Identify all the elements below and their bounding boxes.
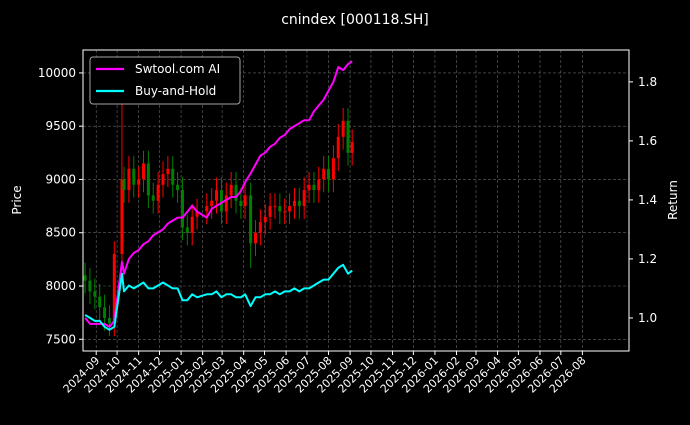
candle-body: [83, 275, 87, 281]
candle-body: [195, 211, 199, 217]
y-right-tick-label: 1.8: [638, 75, 657, 89]
candle-body: [205, 206, 209, 212]
candle-body: [312, 184, 316, 191]
candle-body: [219, 190, 223, 212]
candle-body: [210, 200, 214, 207]
candle-body: [341, 120, 345, 137]
legend-box: [89, 56, 241, 105]
buy-and-hold-line: [84, 263, 353, 331]
chart-title: cnindex [000118.SH]: [281, 12, 429, 28]
legend-label-ai: Swtool.com AI: [135, 62, 220, 76]
candle-body: [297, 200, 301, 207]
candle-body: [317, 179, 321, 191]
y-left-tick-label: 8500: [45, 226, 76, 240]
candle-body: [307, 184, 311, 191]
candle-body: [331, 158, 335, 180]
candle-body: [132, 168, 136, 185]
y-axis-right-label: Return: [666, 180, 680, 220]
y-left-tick-label: 7500: [45, 332, 76, 346]
candle-body: [249, 195, 253, 244]
candle-body: [253, 232, 257, 244]
y-left-tick-label: 9000: [45, 172, 76, 186]
candle-body: [161, 174, 165, 185]
candle-body: [93, 291, 97, 297]
candle-body: [283, 211, 287, 213]
candle-body: [350, 142, 354, 153]
candle-body: [176, 184, 180, 191]
candle-body: [180, 190, 184, 228]
y-left-tick-label: 8000: [45, 279, 76, 293]
candle-body: [239, 200, 243, 207]
candle-body: [288, 206, 292, 212]
candle-body: [268, 206, 272, 217]
return-lines: [84, 60, 353, 331]
candle-body: [258, 222, 262, 233]
candle-body: [142, 163, 146, 180]
y-right-tick-label: 1.0: [638, 311, 657, 325]
candle-body: [137, 179, 141, 185]
candle-body: [215, 190, 219, 201]
candle-body: [243, 195, 247, 207]
y-left-tick-label: 9500: [45, 119, 76, 133]
candle-body: [151, 195, 155, 201]
candle-body: [107, 317, 111, 324]
candle-body: [322, 168, 326, 180]
candle-body: [146, 163, 150, 196]
swtool-ai-line: [84, 60, 353, 328]
candlesticks: [83, 83, 354, 337]
candle-body: [292, 200, 296, 207]
candle-body: [171, 168, 175, 185]
candle-body: [273, 206, 277, 208]
candle-body: [103, 307, 107, 318]
candle-body: [185, 227, 189, 233]
y-axis-left-label: Price: [10, 185, 24, 214]
candle-body: [156, 184, 160, 201]
y-axis-right: 1.0 1.2 1.4 1.6 1.8: [629, 75, 657, 325]
candle-body: [120, 179, 124, 255]
legend: Swtool.com AI Buy-and-Hold: [89, 56, 241, 105]
candle-body: [190, 216, 194, 233]
candle-body: [229, 184, 233, 196]
y-right-tick-label: 1.4: [638, 193, 657, 207]
y-left-tick-label: 10000: [38, 66, 76, 80]
legend-label-buy-hold: Buy-and-Hold: [135, 84, 216, 98]
candle-body: [234, 184, 238, 201]
candle-body: [112, 254, 116, 324]
plot-frame: [82, 49, 630, 352]
candle-body: [127, 168, 131, 191]
candle-body: [336, 136, 340, 159]
y-axis-left: 7500 8000 8500 9000 9500 10000: [38, 66, 83, 346]
y-right-tick-label: 1.6: [638, 134, 657, 148]
y-right-tick-label: 1.2: [638, 252, 657, 266]
candle-body: [166, 168, 170, 175]
candle-body: [122, 179, 126, 191]
candle-body: [263, 216, 267, 223]
candle-body: [98, 296, 102, 308]
candle-body: [278, 206, 282, 212]
candle-body: [327, 168, 331, 180]
candle-body: [302, 190, 306, 207]
candle-body: [88, 280, 92, 292]
candle-body: [224, 195, 228, 212]
candle-body: [346, 120, 350, 153]
